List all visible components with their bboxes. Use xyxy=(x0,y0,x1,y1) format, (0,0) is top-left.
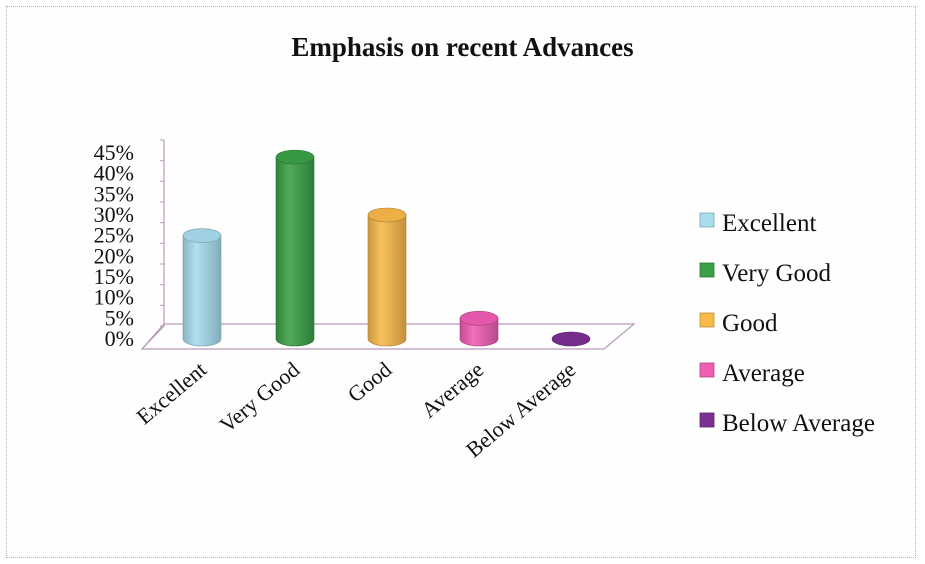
bar-good xyxy=(367,207,407,347)
x-category-label: Good xyxy=(343,357,397,408)
bar-body xyxy=(182,235,222,347)
bar-body xyxy=(275,156,315,347)
chart-frame xyxy=(6,6,916,558)
y-tick-label: 0% xyxy=(105,326,134,351)
bar-average xyxy=(459,311,499,347)
y-tick-label: 35% xyxy=(94,181,134,206)
bar-excellent xyxy=(182,228,222,347)
bar-body xyxy=(459,318,499,347)
legend-swatch xyxy=(699,262,715,278)
bar-top xyxy=(551,331,591,347)
legend-swatch xyxy=(699,312,715,328)
x-category-label: Very Good xyxy=(215,357,305,438)
y-tick-label: 25% xyxy=(94,223,134,248)
legend-item-below-average: Below Average xyxy=(699,410,875,437)
legend-label: Very Good xyxy=(722,260,832,287)
legend-item-very-good: Very Good xyxy=(699,260,832,287)
bar-top xyxy=(275,149,315,165)
x-category-label: Excellent xyxy=(132,357,212,430)
x-category-label: Average xyxy=(416,357,488,423)
legend-swatch xyxy=(699,412,715,428)
y-tick-label: 5% xyxy=(105,305,134,330)
floor-edge xyxy=(141,325,165,350)
bar-very-good xyxy=(275,149,315,347)
legend-swatch xyxy=(699,212,715,228)
legend-label: Good xyxy=(722,310,778,337)
legend-item-average: Average xyxy=(699,360,805,387)
chart-floor xyxy=(140,323,636,350)
legend-swatch xyxy=(699,362,715,378)
legend-item-good: Good xyxy=(699,310,778,337)
y-tick-label: 20% xyxy=(94,243,134,268)
legend-label: Average xyxy=(722,360,805,387)
y-tick-label: 30% xyxy=(94,202,134,227)
bar-below-average xyxy=(551,331,591,347)
y-tick-label: 15% xyxy=(94,264,134,289)
legend-label: Below Average xyxy=(722,410,875,437)
bar-top xyxy=(367,207,407,223)
legend-label: Excellent xyxy=(722,210,816,237)
chart-title: Emphasis on recent Advances xyxy=(291,32,634,62)
bar-top xyxy=(459,311,499,326)
y-tick-label: 40% xyxy=(94,161,134,186)
bar-top xyxy=(182,228,222,243)
bar-body xyxy=(367,214,407,347)
legend-item-excellent: Excellent xyxy=(699,210,816,237)
y-tick-label: 45% xyxy=(94,140,134,165)
y-tick-label: 10% xyxy=(94,285,134,310)
